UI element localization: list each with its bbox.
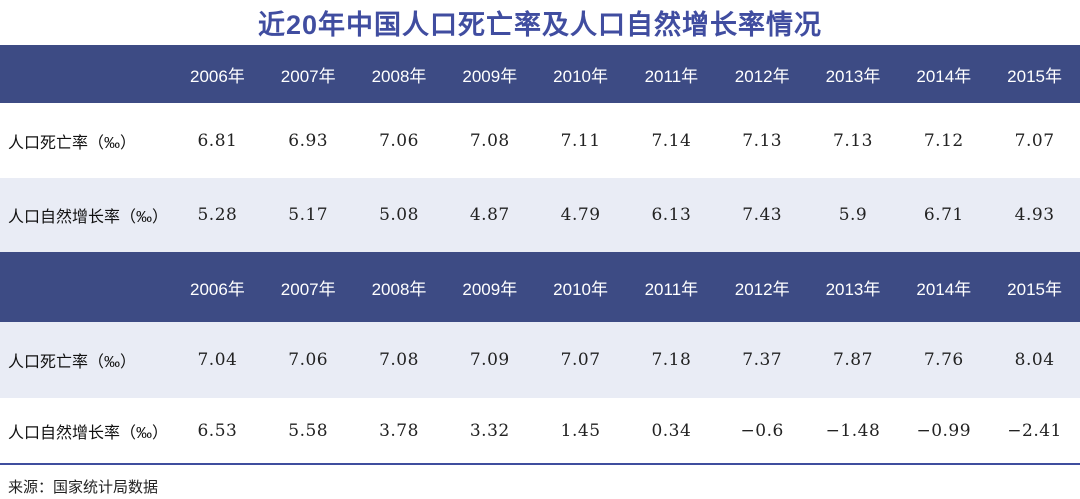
value-cell: 3.32 [469,420,510,441]
value-cell: 6.13 [651,205,692,225]
value-cell: 7.06 [379,130,419,151]
data-row: 人口自然增长率（‰） 5.28 5.17 5.08 4.87 4.79 6.13 7.43 5.… [0,178,1080,252]
value-cell: 7.37 [742,350,783,370]
value-cell: −2.41 [1007,420,1062,441]
value-cell: 7.13 [742,130,783,151]
value-cell: 4.79 [560,205,601,225]
title-bar: 近20年中国人口死亡率及人口自然增长率情况 [0,0,1080,45]
rates-table-body: 2006年 2007年 2008年 2009年 2010年 2011年 2012年 2013年… [0,45,1080,463]
year-header-cell: 2012年 [734,279,790,299]
value-cell: 6.93 [288,130,329,151]
value-cell: 7.07 [560,350,601,370]
row-label: 人口死亡率（‰） [8,134,137,152]
source-note: 来源：国家统计局数据 [8,479,159,496]
value-cell: 4.87 [469,205,510,225]
year-header-cell: 2015年 [1007,279,1062,299]
year-header-cell: 2006年 [189,279,245,299]
year-header-cell: 2013年 [825,66,881,86]
year-header-cell: 2010年 [553,66,608,86]
value-cell: 7.11 [560,130,601,151]
value-cell: 7.06 [288,350,329,370]
value-cell: −0.99 [916,420,972,441]
value-cell: 5.58 [288,420,329,441]
value-cell: 4.93 [1014,205,1055,225]
rates-table: 2006年 2007年 2008年 2009年 2010年 2011年 2012年 2013年… [0,45,1080,463]
year-header-cell: 2012年 [734,66,790,86]
value-cell: 3.78 [379,420,419,441]
value-cell: 7.18 [651,350,692,370]
value-cell: 7.12 [923,130,964,151]
value-cell: 7.14 [651,130,692,151]
year-header-cell: 2015年 [1007,66,1062,86]
year-header-cell: 2010年 [553,279,608,299]
divider-line [0,463,1080,465]
year-header-cell: 2011年 [644,66,699,86]
value-cell: 6.71 [923,205,964,225]
value-cell: 8.04 [1014,350,1055,370]
value-cell: 7.08 [379,350,419,370]
data-row: 人口死亡率（‰） 6.81 6.93 7.06 7.08 7.11 7.14 7.13 7.13… [0,103,1080,178]
year-header-cell: 2011年 [644,279,699,299]
corner-cell [0,252,172,322]
year-header-cell: 2014年 [916,279,972,299]
value-cell: 5.28 [197,205,238,225]
value-cell: −0.6 [740,420,784,441]
value-cell: 7.87 [833,350,873,370]
year-header-cell: 2007年 [280,279,336,299]
year-header-cell: 2008年 [371,66,427,86]
value-cell: 7.04 [197,350,238,370]
row-label: 人口死亡率（‰） [8,354,137,371]
value-cell: 0.34 [651,420,692,441]
value-cell: 7.09 [469,350,510,370]
value-cell: 5.08 [379,205,419,225]
value-cell: 6.53 [197,420,238,441]
year-header-cell: 2013年 [825,279,881,299]
row-label: 人口自然增长率（‰） [8,424,169,442]
value-cell: 5.9 [838,205,868,225]
year-header-cell: 2014年 [916,66,972,86]
year-header-cell: 2008年 [371,279,427,299]
year-header-cell: 2009年 [462,279,518,299]
value-cell: 7.43 [742,205,783,225]
value-cell: 7.08 [469,130,510,151]
data-row: 人口自然增长率（‰） 6.53 5.58 3.78 3.32 1.45 0.34 −0.6 −1… [0,398,1080,463]
year-header-cell: 2006年 [189,66,245,86]
year-header-cell: 2007年 [280,66,336,86]
value-cell: 6.81 [197,130,238,151]
data-row: 人口死亡率（‰） 7.04 7.06 7.08 7.09 7.07 7.18 7.37 7.87… [0,322,1080,398]
value-cell: −1.48 [825,420,881,441]
year-header-row: 2006年 2007年 2008年 2009年 2010年 2011年 2012年 2013年… [0,252,1080,322]
corner-cell [0,45,172,103]
page-title: 近20年中国人口死亡率及人口自然增长率情况 [257,10,823,40]
row-label: 人口自然增长率（‰） [8,209,169,226]
value-cell: 7.07 [1014,130,1055,151]
value-cell: 7.76 [923,350,964,370]
year-header-cell: 2009年 [462,66,518,86]
value-cell: 1.45 [560,420,601,441]
value-cell: 7.13 [833,130,873,151]
value-cell: 5.17 [288,205,329,225]
year-header-row: 2006年 2007年 2008年 2009年 2010年 2011年 2012年 2013年… [0,45,1080,103]
